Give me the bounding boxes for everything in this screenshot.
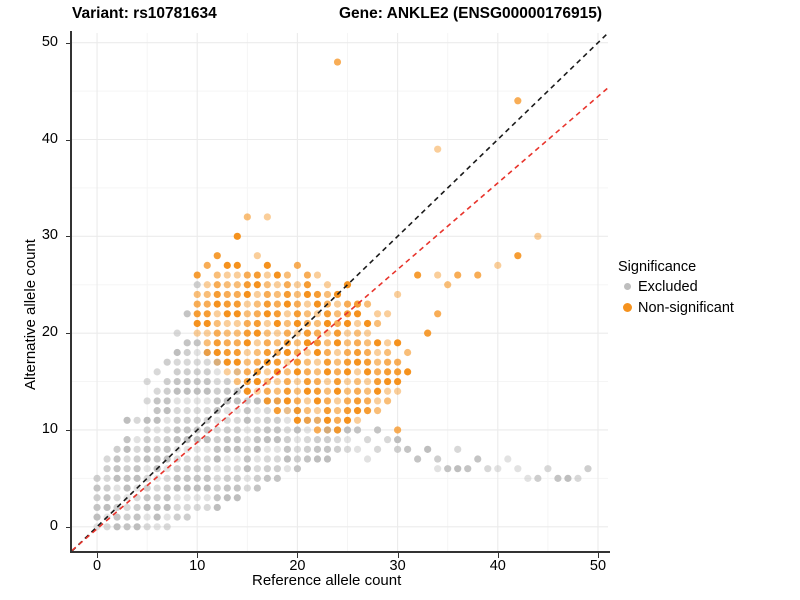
x-tick-mark	[497, 553, 499, 558]
legend-title: Significance	[618, 259, 697, 275]
x-tick-label: 20	[289, 558, 306, 574]
y-tick-mark	[66, 236, 71, 238]
legend-label-nonsignificant: Non-significant	[638, 299, 734, 316]
x-tick-label: 40	[489, 558, 506, 574]
legend-item-nonsignificant[interactable]: Non-significant	[618, 297, 734, 318]
series-non-significant	[193, 58, 542, 434]
y-tick-mark	[66, 526, 71, 528]
y-tick-mark	[66, 139, 71, 141]
legend-label-excluded: Excluded	[638, 278, 698, 295]
x-tick-mark	[197, 553, 199, 558]
x-tick-label: 10	[189, 558, 206, 574]
variant-title: Variant: rs10781634	[72, 5, 217, 22]
legend: Significance Excluded Non-significant	[618, 259, 734, 318]
identity-line	[72, 33, 608, 551]
gene-title: Gene: ANKLE2 (ENSG00000176915)	[339, 5, 603, 22]
y-tick-label: 40	[41, 130, 58, 147]
expected-ratio-line	[72, 87, 608, 551]
y-tick-mark	[66, 42, 71, 44]
y-tick-label: 50	[41, 33, 58, 50]
nonsignificant-dot-icon	[618, 303, 636, 312]
y-axis-line	[70, 31, 72, 553]
x-tick-mark	[597, 553, 599, 558]
series-excluded	[93, 281, 592, 531]
y-tick-mark	[66, 429, 71, 431]
legend-item-excluded[interactable]: Excluded	[618, 276, 734, 297]
y-tick-label: 10	[41, 420, 58, 437]
x-tick-label: 0	[92, 558, 102, 574]
plot-canvas	[72, 33, 608, 551]
x-tick-mark	[397, 553, 399, 558]
plot-panel	[72, 33, 608, 551]
y-tick-mark	[66, 333, 71, 335]
x-axis-label: Reference allele count	[252, 572, 402, 589]
x-axis-line	[70, 551, 610, 553]
y-tick-label: 0	[49, 517, 58, 534]
y-tick-label: 20	[41, 324, 58, 341]
y-tick-label: 30	[41, 227, 58, 244]
x-tick-mark	[297, 553, 299, 558]
x-tick-mark	[97, 553, 99, 558]
y-axis-label: Alternative allele count	[22, 239, 39, 390]
excluded-dot-icon	[618, 283, 636, 290]
x-tick-label: 50	[589, 558, 607, 574]
x-tick-label: 30	[389, 558, 406, 574]
